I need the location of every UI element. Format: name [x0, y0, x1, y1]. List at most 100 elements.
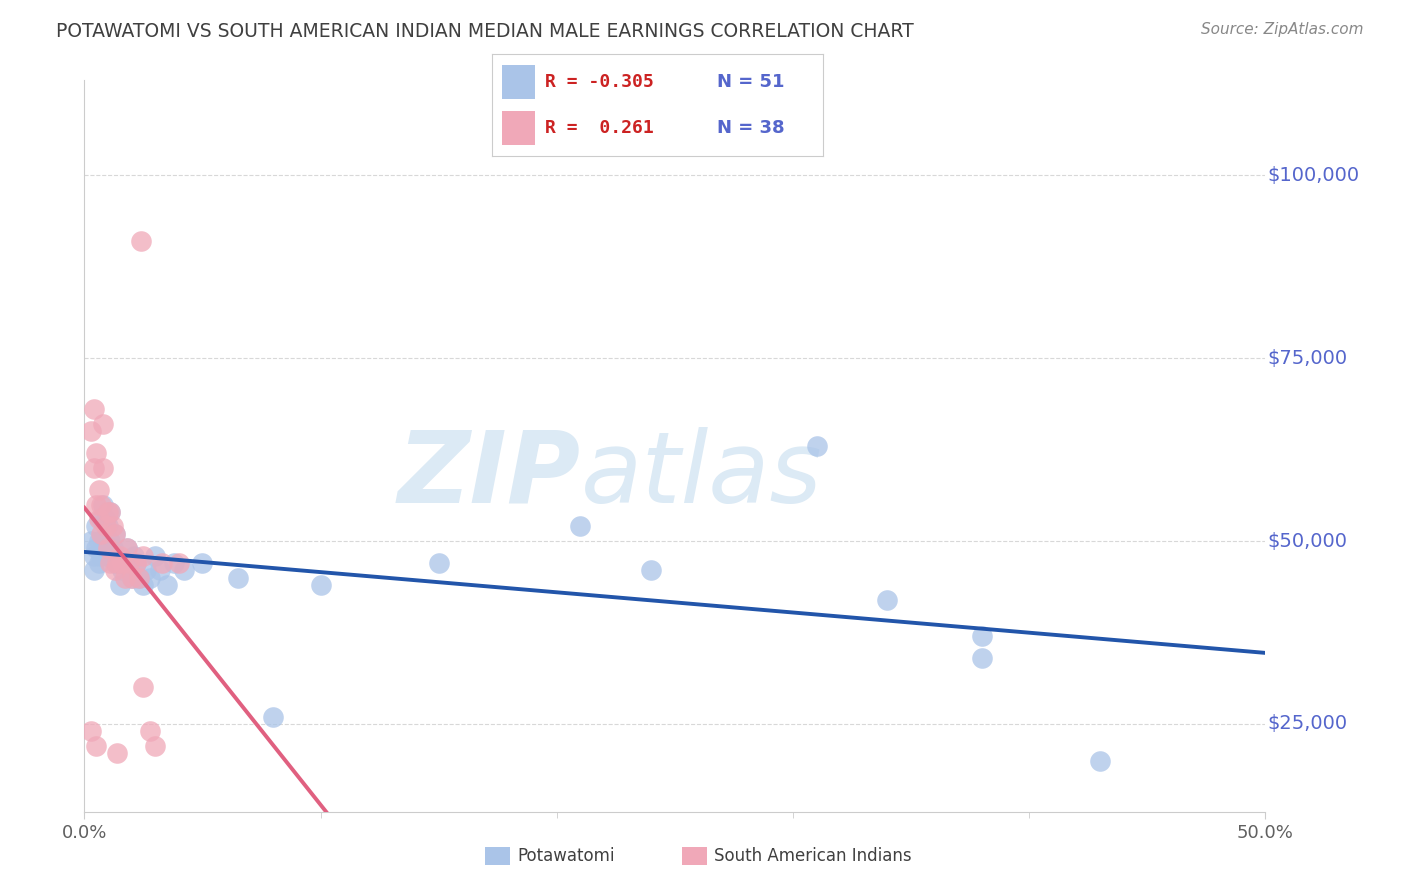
Point	[876, 592, 898, 607]
Point	[143, 739, 166, 753]
Point	[139, 724, 162, 739]
Point	[90, 549, 112, 563]
Point	[97, 505, 120, 519]
Text: Potawatomi: Potawatomi	[517, 847, 614, 865]
Bar	[502, 65, 536, 99]
Text: R = -0.305: R = -0.305	[546, 73, 654, 91]
Point	[115, 541, 138, 556]
Point	[80, 534, 103, 549]
Point	[94, 519, 117, 533]
Point	[108, 549, 131, 563]
Point	[125, 556, 148, 570]
Point	[97, 541, 120, 556]
Point	[156, 578, 179, 592]
Point	[806, 439, 828, 453]
Text: $25,000: $25,000	[1268, 714, 1348, 733]
Text: South American Indians: South American Indians	[714, 847, 912, 865]
Point	[107, 556, 129, 570]
Point	[128, 571, 150, 585]
Point	[121, 571, 143, 585]
Point	[104, 526, 127, 541]
Point	[118, 563, 141, 577]
Point	[111, 563, 134, 577]
Point	[163, 556, 186, 570]
Point	[1088, 754, 1111, 768]
Point	[122, 549, 145, 563]
Point	[121, 571, 143, 585]
Point	[139, 571, 162, 585]
Point	[84, 446, 107, 460]
Point	[970, 629, 993, 643]
Point	[91, 534, 114, 549]
Point	[90, 512, 112, 526]
Point	[226, 571, 249, 585]
Point	[173, 563, 195, 577]
Point	[104, 556, 127, 570]
Point	[108, 556, 131, 570]
Point	[107, 746, 129, 760]
Point	[98, 556, 121, 570]
Point	[84, 498, 107, 512]
Point	[80, 724, 103, 739]
Point	[427, 556, 450, 570]
Point	[91, 498, 114, 512]
Point	[94, 541, 117, 556]
Text: N = 51: N = 51	[717, 73, 785, 91]
Point	[104, 563, 127, 577]
Text: $50,000: $50,000	[1268, 532, 1348, 550]
Point	[98, 534, 121, 549]
Point	[262, 709, 284, 723]
Point	[84, 541, 107, 556]
Point	[107, 549, 129, 563]
Point	[118, 556, 141, 570]
Point	[191, 556, 214, 570]
Text: atlas: atlas	[581, 426, 823, 524]
Point	[108, 578, 131, 592]
Point	[101, 519, 124, 533]
Point	[569, 519, 592, 533]
Point	[104, 526, 127, 541]
Point	[97, 519, 120, 533]
Point	[132, 681, 155, 695]
Point	[309, 578, 332, 592]
Point	[83, 563, 105, 577]
Point	[132, 578, 155, 592]
Point	[114, 571, 136, 585]
Point	[135, 563, 157, 577]
Point	[87, 556, 110, 570]
Point	[167, 556, 190, 570]
Point	[80, 425, 103, 439]
Point	[83, 461, 105, 475]
Text: $75,000: $75,000	[1268, 349, 1348, 368]
Point	[150, 556, 173, 570]
Point	[129, 234, 152, 248]
Bar	[502, 111, 536, 145]
Point	[91, 417, 114, 431]
Point	[640, 563, 662, 577]
Point	[83, 402, 105, 417]
Point	[87, 483, 110, 497]
Point	[101, 541, 124, 556]
Point	[84, 739, 107, 753]
Text: ZIP: ZIP	[398, 426, 581, 524]
Point	[83, 549, 105, 563]
Point	[94, 512, 117, 526]
Point	[143, 549, 166, 563]
Point	[114, 556, 136, 570]
Point	[90, 526, 112, 541]
Y-axis label: Median Male Earnings: Median Male Earnings	[0, 347, 8, 545]
Point	[149, 563, 172, 577]
Text: POTAWATOMI VS SOUTH AMERICAN INDIAN MEDIAN MALE EARNINGS CORRELATION CHART: POTAWATOMI VS SOUTH AMERICAN INDIAN MEDI…	[56, 22, 914, 41]
Text: R =  0.261: R = 0.261	[546, 120, 654, 137]
Point	[98, 505, 121, 519]
Point	[128, 571, 150, 585]
Text: Source: ZipAtlas.com: Source: ZipAtlas.com	[1201, 22, 1364, 37]
Point	[97, 549, 120, 563]
Point	[84, 519, 107, 533]
Point	[111, 556, 134, 570]
Point	[132, 549, 155, 563]
Point	[125, 556, 148, 570]
Point	[98, 505, 121, 519]
Point	[90, 498, 112, 512]
Point	[87, 534, 110, 549]
